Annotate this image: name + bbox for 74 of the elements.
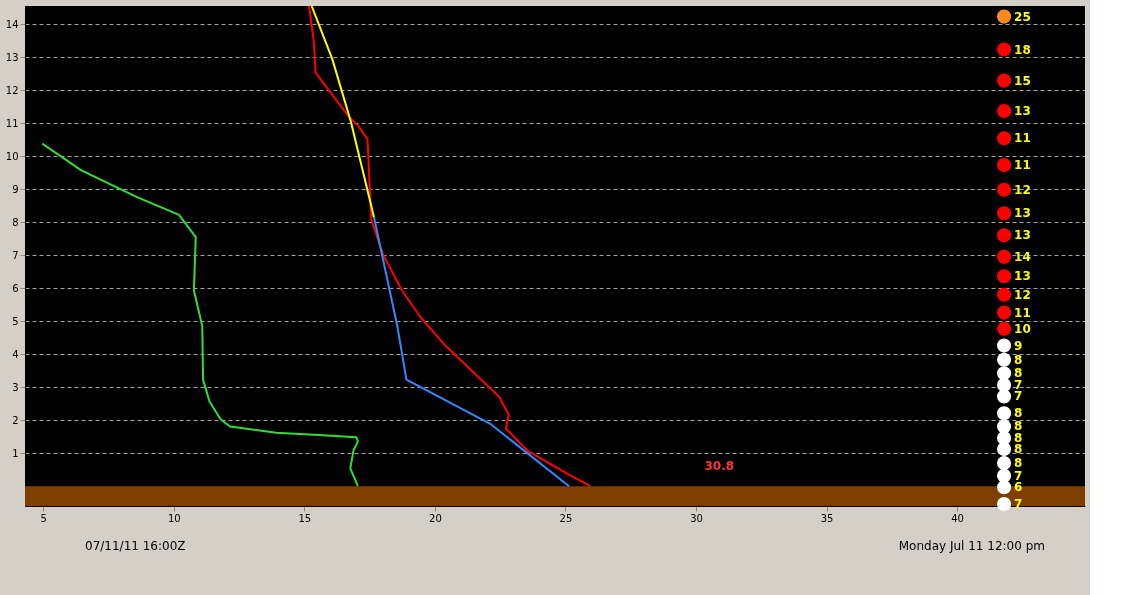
point xyxy=(996,480,1012,495)
annotation: 9 xyxy=(1014,338,1023,353)
x-tick-label: 35 xyxy=(820,512,834,524)
y-tick-label: 7 xyxy=(12,249,19,261)
x-tick-label: 40 xyxy=(951,512,964,524)
point xyxy=(996,228,1012,243)
annotation: 13 xyxy=(1014,269,1031,284)
y-tick-label: 5 xyxy=(12,315,19,327)
x-tick-label: 15 xyxy=(298,512,312,524)
y-tick-label: 9 xyxy=(12,183,19,195)
annotation: 14 xyxy=(1014,249,1031,264)
point xyxy=(996,287,1012,302)
annotation: 30.8 xyxy=(704,459,735,473)
y-tick-label: 1 xyxy=(12,447,19,459)
annotation: 8 xyxy=(1014,406,1023,421)
y-tick-label: 8 xyxy=(12,216,19,228)
x-tick-label: 5 xyxy=(40,512,47,524)
annotation: 15 xyxy=(1014,73,1031,88)
point xyxy=(996,352,1012,367)
annotation: 11 xyxy=(1014,158,1031,173)
point xyxy=(996,73,1012,88)
point xyxy=(996,321,1012,336)
annotation: 7 xyxy=(1014,389,1023,404)
y-tick-label: 14 xyxy=(5,18,19,30)
annotation: 8 xyxy=(1014,441,1023,456)
line-series xyxy=(310,5,376,219)
annotation: 7 xyxy=(1014,468,1023,483)
annotation: 13 xyxy=(1014,228,1031,243)
annotation: 18 xyxy=(1014,42,1031,57)
x-tick-label: 10 xyxy=(167,512,181,524)
annotation: 8 xyxy=(1014,456,1023,471)
text: Monday Jul 11 12:00 pm xyxy=(898,539,1045,553)
y-tick-label: 11 xyxy=(5,117,19,129)
annotation: 12 xyxy=(1014,287,1031,302)
annotation: 25 xyxy=(1014,9,1031,24)
point xyxy=(996,131,1012,146)
x-tick-label: 25 xyxy=(559,512,573,524)
point xyxy=(996,103,1012,119)
annotation: 13 xyxy=(1014,206,1031,221)
point xyxy=(996,206,1012,221)
x-tick-label: 20 xyxy=(429,512,442,524)
line-series xyxy=(308,5,592,488)
line-series xyxy=(41,142,359,488)
annotation: 8 xyxy=(1014,352,1023,367)
y-tick-label: 10 xyxy=(5,150,19,162)
point xyxy=(996,269,1012,284)
point xyxy=(996,496,1012,512)
y-tick-label: 3 xyxy=(12,381,19,393)
annotation: 8 xyxy=(1014,419,1023,434)
point xyxy=(996,406,1012,421)
point xyxy=(996,182,1012,197)
point xyxy=(996,305,1012,320)
annotation: 13 xyxy=(1014,103,1031,118)
text: 07/11/11 16:00Z xyxy=(85,539,186,553)
point xyxy=(996,9,1012,24)
y-tick-label: 13 xyxy=(5,51,19,63)
point xyxy=(996,456,1012,471)
y-tick-label: 2 xyxy=(12,414,19,426)
point xyxy=(996,338,1012,353)
annotation: 11 xyxy=(1014,305,1031,320)
annotation: 10 xyxy=(1014,321,1031,336)
annotation: 12 xyxy=(1014,182,1031,197)
x-tick-label: 30 xyxy=(690,512,703,524)
y-tick-label: 12 xyxy=(5,84,19,96)
point xyxy=(996,377,1012,392)
line-series xyxy=(373,216,571,488)
point xyxy=(996,42,1012,57)
point xyxy=(996,158,1012,173)
point xyxy=(996,389,1012,404)
point xyxy=(996,249,1012,264)
point xyxy=(996,441,1012,456)
y-tick-label: 6 xyxy=(12,282,19,294)
annotation: 11 xyxy=(1014,131,1031,146)
y-tick-label: 4 xyxy=(12,348,19,360)
